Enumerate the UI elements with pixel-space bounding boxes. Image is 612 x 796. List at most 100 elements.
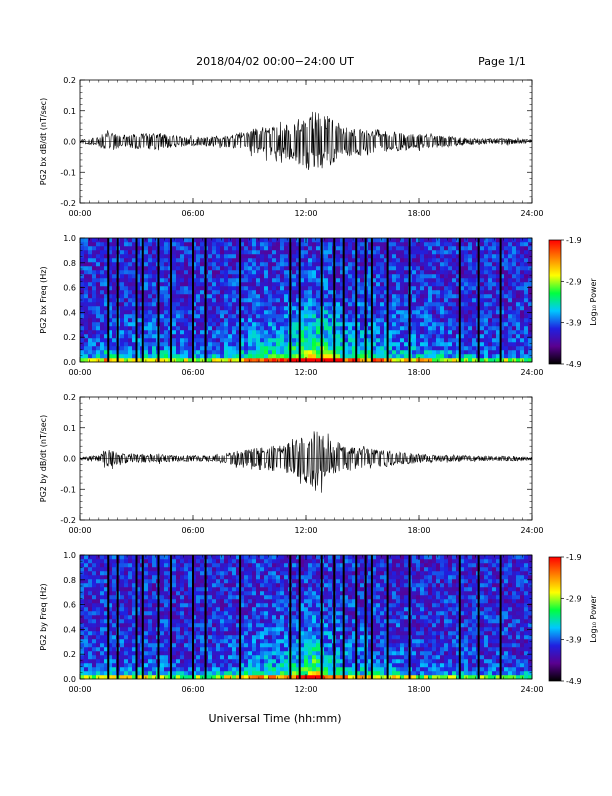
spectrogram-cell [92, 278, 96, 282]
spectrogram-cell [112, 591, 116, 595]
spectrogram-cell [312, 254, 316, 258]
spectrogram-cell [144, 643, 148, 647]
spectrogram-cell [396, 346, 400, 350]
spectrogram-cell [232, 290, 236, 294]
spectrogram-cell [160, 238, 164, 242]
spectrogram-cell [220, 274, 224, 278]
spectrogram-cell [452, 282, 456, 286]
spectrogram-cell [88, 627, 92, 631]
spectrogram-cell [224, 254, 228, 258]
spectrogram-cell [148, 647, 152, 651]
spectrogram-cell [128, 635, 132, 639]
spectrogram-cell [308, 258, 312, 262]
spectrogram-cell [184, 631, 188, 635]
spectrogram-cell [96, 667, 100, 671]
spectrogram-cell [96, 258, 100, 262]
spectrogram-cell [100, 262, 104, 266]
spectrogram-cell [88, 278, 92, 282]
spectrogram-cell [148, 607, 152, 611]
spectrogram-cell [348, 278, 352, 282]
spectrogram-cell [392, 278, 396, 282]
spectrogram-cell [380, 346, 384, 350]
spectrogram-cell [84, 250, 88, 254]
spectrogram-cell [472, 294, 476, 298]
spectrogram-cell [396, 354, 400, 358]
spectrogram-cell [268, 314, 272, 318]
spectrogram-cell [152, 310, 156, 314]
spectrogram-cell [508, 310, 512, 314]
spectrogram-cell [272, 354, 276, 358]
spectrogram-cell [188, 326, 192, 330]
spectrogram-cell [484, 326, 488, 330]
spectrogram-cell [472, 278, 476, 282]
spectrogram-cell [416, 334, 420, 338]
spectrogram-cell [428, 306, 432, 310]
spectrogram-cell [100, 559, 104, 563]
spectrogram-cell [80, 643, 84, 647]
spectrogram-cell [272, 326, 276, 330]
spectrogram-cell [208, 274, 212, 278]
spectrogram-cell [184, 250, 188, 254]
spectrogram-cell [432, 322, 436, 326]
spectrogram-cell [176, 270, 180, 274]
spectrogram-cell [84, 567, 88, 571]
spectrogram-cell [484, 246, 488, 250]
spectrogram-cell [516, 330, 520, 334]
spectrogram-cell [412, 354, 416, 358]
spectrogram-cell [316, 290, 320, 294]
spectrogram-cell [428, 250, 432, 254]
spectrogram-cell [88, 671, 92, 675]
spectrogram-cell [144, 242, 148, 246]
spectrogram-cell [436, 334, 440, 338]
spectrogram-cell [160, 555, 164, 559]
spectrogram-cell [308, 346, 312, 350]
spectrogram-cell [436, 314, 440, 318]
spectrogram-cell [124, 571, 128, 575]
spectrogram-cell [188, 591, 192, 595]
spectrogram-cell [92, 286, 96, 290]
spectrogram-cell [92, 663, 96, 667]
spectrogram-cell [196, 659, 200, 663]
spectrogram-cell [120, 639, 124, 643]
spectrogram-cell [428, 246, 432, 250]
spectrogram-cell [80, 623, 84, 627]
spectrogram-cell [512, 322, 516, 326]
spectrogram-cell [268, 310, 272, 314]
spectrogram-cell [208, 350, 212, 354]
spectrogram-cell [324, 278, 328, 282]
spectrogram-cell [492, 270, 496, 274]
spectrogram-cell [124, 635, 128, 639]
spectrogram-cell [492, 310, 496, 314]
spectrogram-cell [88, 282, 92, 286]
spectrogram-cell [264, 238, 268, 242]
spectrogram-cell [328, 262, 332, 266]
spectrogram-cell [508, 302, 512, 306]
spectrogram-cell [472, 338, 476, 342]
spectrogram-cell [176, 623, 180, 627]
spectrogram-cell [388, 302, 392, 306]
spectrogram-cell [144, 270, 148, 274]
spectrogram-cell [260, 314, 264, 318]
spectrogram-cell [392, 302, 396, 306]
spectrogram-cell [424, 258, 428, 262]
spectrogram-cell [100, 342, 104, 346]
spectrogram-cell [184, 659, 188, 663]
spectrogram-cell [348, 322, 352, 326]
spectrogram-cell [188, 334, 192, 338]
spectrogram-cell [400, 270, 404, 274]
spectrogram-cell [396, 254, 400, 258]
spectrogram-cell [252, 262, 256, 266]
spectrogram-cell [160, 270, 164, 274]
spectrogram-cell [376, 338, 380, 342]
spectrogram-cell [184, 346, 188, 350]
spectrogram-cell [380, 286, 384, 290]
spectrogram-cell [488, 346, 492, 350]
spectrogram-cell [148, 278, 152, 282]
spectrogram-cell [400, 242, 404, 246]
spectrogram-cell [480, 334, 484, 338]
spectrogram-cell [396, 246, 400, 250]
spectrogram-cell [268, 338, 272, 342]
spectrogram-cell [172, 571, 176, 575]
spectrogram-cell [392, 350, 396, 354]
spectrogram-cell [248, 306, 252, 310]
